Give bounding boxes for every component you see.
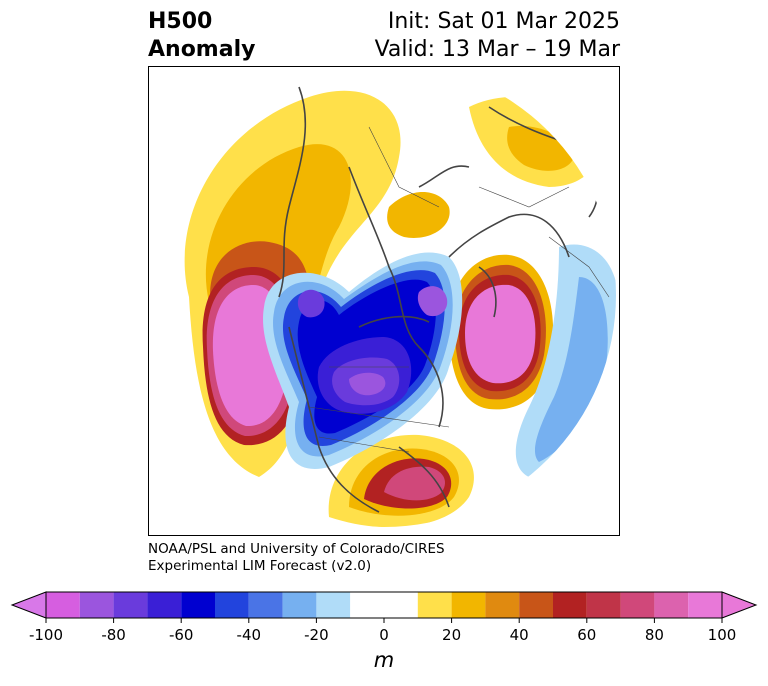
map-panel [148,66,620,536]
colorbar-tick-label: 20 [442,626,461,644]
anomaly-map [152,67,616,527]
colorbar-bin [620,592,655,618]
anomaly-label: Anomaly [148,37,256,62]
colorbar-bin [113,592,148,618]
variable-label: H500 [148,9,213,34]
colorbar-tick-label: 100 [708,626,737,644]
colorbar-bin [316,592,351,618]
colorbar-extend-over [721,591,758,619]
colorbar-tick-label: 80 [645,626,664,644]
credit-line-2: Experimental LIM Forecast (v2.0) [148,558,372,574]
colorbar-tick-label: -80 [101,626,126,644]
colorbar-bin [451,592,486,618]
colorbar-tick-label: 60 [577,626,596,644]
colorbar: -100 -80 -60 -40 -20 0 20 40 60 80 100 [10,591,758,644]
colorbar-bin [417,592,452,618]
colorbar-bin [519,592,553,618]
colorbar-bin [215,592,249,618]
colorbar-tick-label: 0 [379,626,389,644]
colorbar-bin [586,592,621,618]
negative-anomaly-north-america [263,252,463,469]
colorbar-bin [79,592,114,618]
credit-line-1: NOAA/PSL and University of Colorado/CIRE… [148,541,445,557]
colorbar-bin [485,592,520,618]
forecast-dates: Init: Sat 01 Mar 2025 Valid: 13 Mar – 19… [375,8,620,64]
colorbar-tick-label: -20 [304,626,329,644]
valid-range: Valid: 13 Mar – 19 Mar [374,37,620,62]
colorbar-bin [147,592,182,618]
colorbar-bins [10,591,758,619]
colorbar-bin [181,592,215,618]
colorbar-bin [46,592,80,618]
negative-anomaly-east-atlantic [515,244,616,477]
colorbar-bin [688,592,722,618]
colorbar-extend-under [10,591,47,619]
colorbar-bin [282,592,317,618]
colorbar-ticks: -100 -80 -60 -40 -20 0 20 40 60 80 100 [29,618,736,644]
positive-anomaly-southeast [328,434,474,527]
credit-text: NOAA/PSL and University of Colorado/CIRE… [148,541,445,575]
colorbar-bin [654,592,689,618]
map-title: H500 Anomaly [148,8,255,64]
positive-anomaly-atlantic [449,254,554,410]
colorbar-bin [553,592,587,618]
colorbar-tick-label: -60 [169,626,194,644]
colorbar-tick-label: -40 [237,626,262,644]
init-date: Init: Sat 01 Mar 2025 [387,9,620,34]
colorbar-bin [248,592,283,618]
colorbar-unit-label: m [373,648,395,672]
colorbar-bin [350,592,418,618]
colorbar-tick-label: 40 [510,626,529,644]
borders [308,126,610,453]
colorbar-tick-label: -100 [29,626,63,644]
